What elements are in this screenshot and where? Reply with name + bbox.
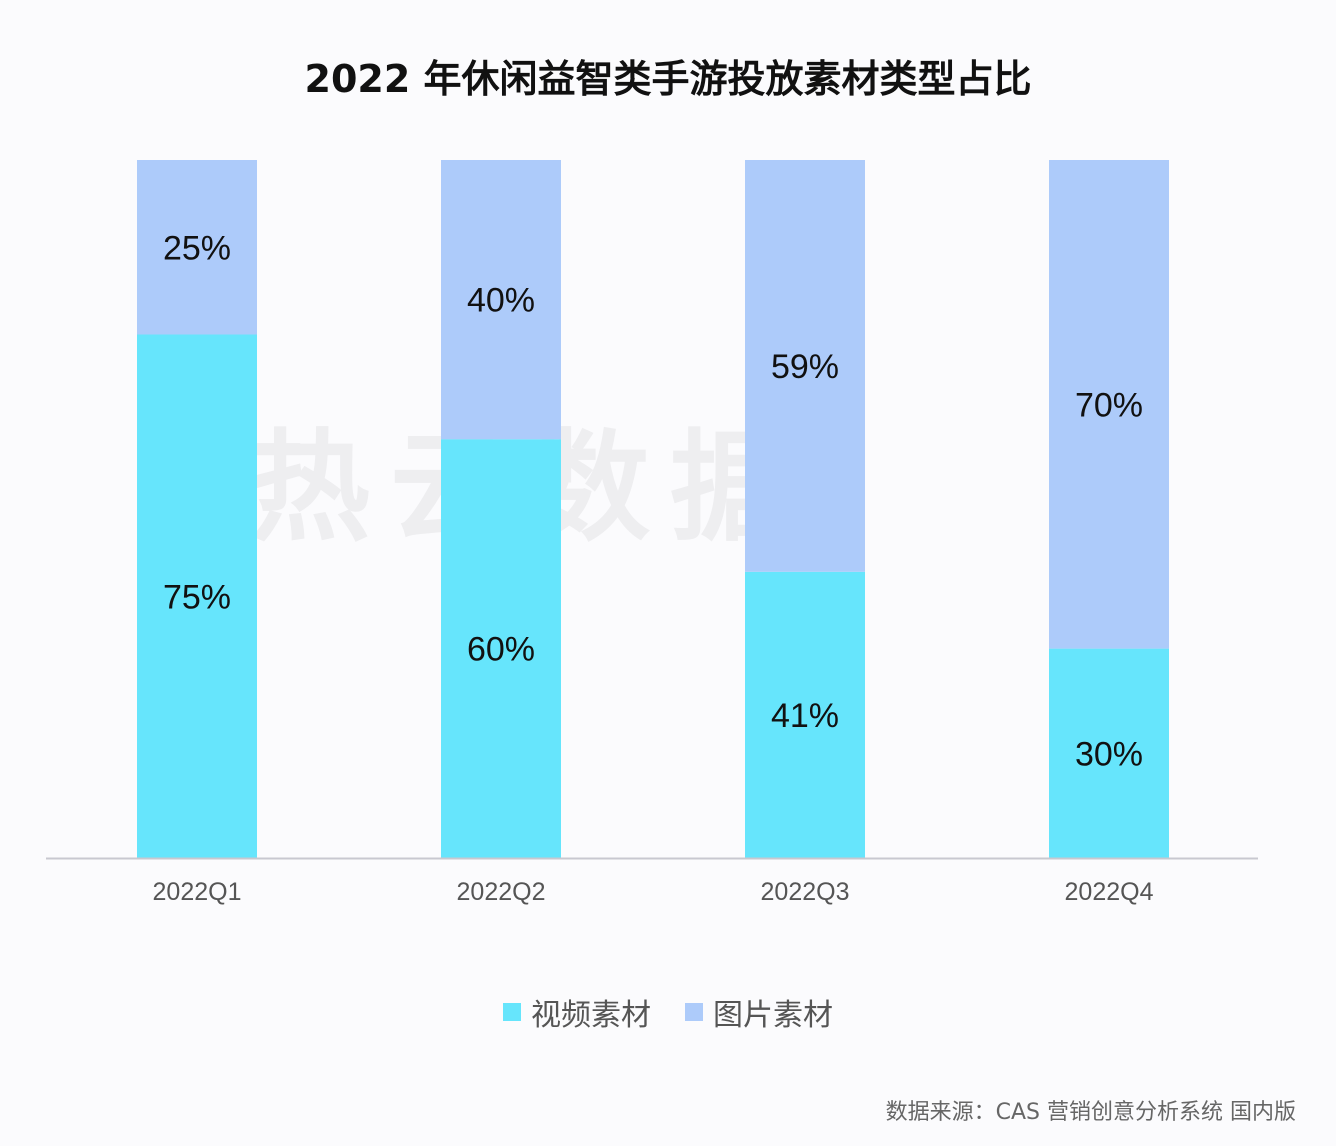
bar-segment-image — [137, 160, 257, 335]
bar-segment-video — [745, 571, 865, 858]
bar-segment-video — [137, 334, 257, 858]
data-label: 70% — [1075, 386, 1143, 424]
bar-segment-image — [441, 160, 561, 440]
data-label: 59% — [771, 348, 839, 386]
legend-item-video: 视频素材 — [503, 990, 651, 1034]
legend-swatch — [503, 1003, 521, 1021]
stacked-bar-chart: 75% 25% 2022Q1 60% 40% 2022Q2 41% 59% 2022Q3 30% 7… — [46, 160, 1258, 906]
bar-segment-video — [441, 439, 561, 858]
data-label: 30% — [1075, 735, 1143, 773]
data-label: 25% — [163, 229, 231, 267]
data-label: 75% — [163, 578, 231, 616]
legend: 视频素材 图片素材 — [0, 990, 1336, 1034]
x-tick-label: 2022Q1 — [153, 878, 242, 906]
chart-title: 2022 年休闲益智类手游投放素材类型占比 — [304, 57, 1032, 101]
data-label: 40% — [467, 282, 535, 320]
x-tick-label: 2022Q2 — [457, 878, 546, 906]
data-label: 60% — [467, 631, 535, 669]
legend-label: 图片素材 — [713, 998, 833, 1033]
source-note: 数据来源：CAS 营销创意分析系统 国内版 — [885, 1100, 1296, 1125]
bar-segment-image — [1049, 160, 1169, 649]
x-tick-label: 2022Q3 — [761, 878, 850, 906]
legend-item-image: 图片素材 — [685, 990, 833, 1034]
data-label: 41% — [771, 697, 839, 735]
legend-label: 视频素材 — [531, 998, 651, 1033]
legend-swatch — [685, 1003, 703, 1021]
bar-segment-video — [1049, 648, 1169, 858]
bar-segment-image — [745, 160, 865, 572]
x-tick-label: 2022Q4 — [1065, 878, 1154, 906]
